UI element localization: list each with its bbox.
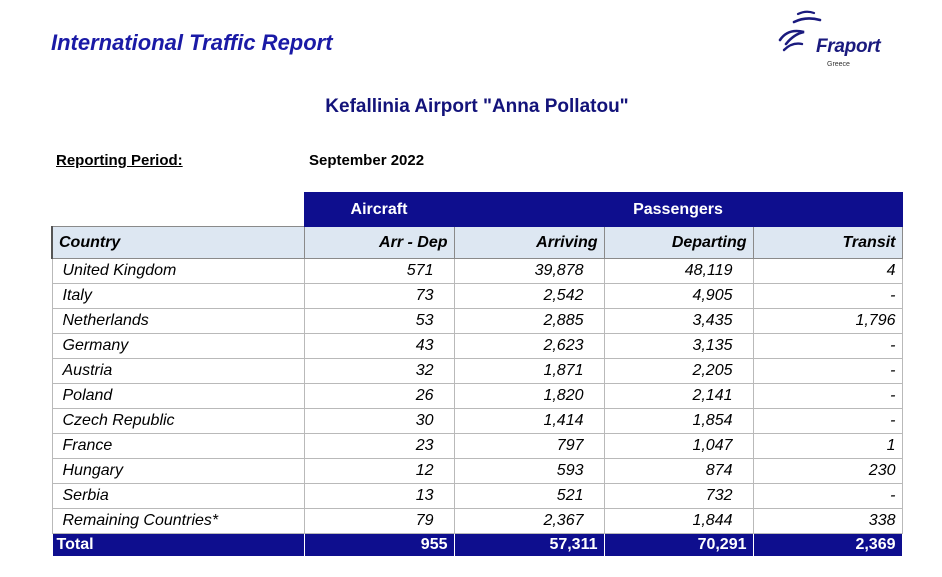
group-header-row: Aircraft Passengers <box>52 192 903 227</box>
cell-transit: 4 <box>752 258 903 284</box>
cell-transit: - <box>752 333 903 359</box>
table-row: Netherlands 53 2,885 3,435 1,796 <box>51 308 903 334</box>
col-header-country: Country <box>51 226 305 259</box>
cell-country: Germany <box>51 333 305 359</box>
cell-arriving: 39,878 <box>453 258 605 284</box>
cell-departing: 4,905 <box>603 283 754 309</box>
cell-country: Hungary <box>51 458 305 484</box>
report-title: International Traffic Report <box>51 30 333 55</box>
cell-transit: - <box>752 483 903 509</box>
total-arr-dep: 955 <box>303 533 455 557</box>
table-row: Czech Republic 30 1,414 1,854- <box>51 408 903 434</box>
cell-arriving: 2,623 <box>453 333 605 359</box>
cell-transit: - <box>752 283 903 309</box>
total-departing: 70,291 <box>603 533 754 557</box>
cell-arr-dep: 79 <box>303 508 455 534</box>
cell-country: United Kingdom <box>51 258 305 284</box>
reporting-period-label: Reporting Period: <box>56 152 183 169</box>
cell-arr-dep: 23 <box>303 433 455 459</box>
cell-arriving: 2,885 <box>453 308 605 334</box>
cell-arriving: 1,871 <box>453 358 605 384</box>
logo-wordmark: Fraport <box>816 36 881 57</box>
col-header-departing: Departing <box>603 226 754 259</box>
cell-arr-dep: 43 <box>303 333 455 359</box>
cell-arr-dep: 53 <box>303 308 455 334</box>
cell-country: Serbia <box>51 483 305 509</box>
cell-country: Italy <box>51 283 305 309</box>
airport-name: Kefallinia Airport "Anna Pollatou" <box>0 96 942 118</box>
table-row: Poland 26 1,820 2,141- <box>51 383 903 409</box>
passengers-group-header: Passengers <box>453 192 903 227</box>
fraport-swoosh-icon <box>778 10 822 52</box>
cell-country: Czech Republic <box>51 408 305 434</box>
cell-departing: 1,844 <box>603 508 754 534</box>
traffic-table: Aircraft Passengers Country Arr - Dep Ar… <box>51 192 903 557</box>
cell-departing: 874 <box>603 458 754 484</box>
total-transit: 2,369 <box>752 533 903 557</box>
cell-arriving: 2,542 <box>453 283 605 309</box>
cell-arriving: 1,820 <box>453 383 605 409</box>
cell-arr-dep: 32 <box>303 358 455 384</box>
reporting-period-value: September 2022 <box>309 152 425 169</box>
cell-arriving: 2,367 <box>453 508 605 534</box>
cell-departing: 2,141 <box>603 383 754 409</box>
col-header-arr-dep: Arr - Dep <box>303 226 455 259</box>
table-row: United Kingdom 571 39,878 48,119 4 <box>51 258 903 284</box>
cell-arr-dep: 13 <box>303 483 455 509</box>
cell-departing: 732 <box>603 483 754 509</box>
cell-arr-dep: 12 <box>303 458 455 484</box>
cell-country: Remaining Countries* <box>51 508 305 534</box>
cell-country: France <box>51 433 305 459</box>
cell-arr-dep: 30 <box>303 408 455 434</box>
logo-subtext: Greece <box>827 61 850 68</box>
cell-arriving: 1,414 <box>453 408 605 434</box>
total-arriving: 57,311 <box>453 533 605 557</box>
table-row: Germany 43 2,623 3,135- <box>51 333 903 359</box>
cell-departing: 48,119 <box>603 258 754 284</box>
cell-arriving: 521 <box>453 483 605 509</box>
cell-transit: 1 <box>752 433 903 459</box>
table-row: Italy 73 2,542 4,905- <box>51 283 903 309</box>
total-label: Total <box>51 533 305 557</box>
col-header-transit: Transit <box>752 226 903 259</box>
cell-country: Netherlands <box>51 308 305 334</box>
group-header-spacer <box>52 192 304 227</box>
fraport-logo: Fraport Greece <box>776 10 906 76</box>
cell-arriving: 593 <box>453 458 605 484</box>
cell-departing: 2,205 <box>603 358 754 384</box>
cell-departing: 3,435 <box>603 308 754 334</box>
table-row: Serbia 13 521 732- <box>51 483 903 509</box>
cell-country: Poland <box>51 383 305 409</box>
cell-transit: - <box>752 358 903 384</box>
table-row: Austria 32 1,871 2,205- <box>51 358 903 384</box>
cell-transit: 338 <box>752 508 903 534</box>
cell-departing: 1,047 <box>603 433 754 459</box>
cell-departing: 3,135 <box>603 333 754 359</box>
table-row: Hungary 12 593 874 230 <box>51 458 903 484</box>
table-row: France 23 797 1,047 1 <box>51 433 903 459</box>
cell-transit: - <box>752 383 903 409</box>
cell-transit: - <box>752 408 903 434</box>
table-row: Remaining Countries* 79 2,367 1,844 338 <box>51 508 903 534</box>
total-row: Total 955 57,311 70,291 2,369 <box>51 533 903 557</box>
cell-arr-dep: 73 <box>303 283 455 309</box>
aircraft-group-header: Aircraft <box>303 192 455 227</box>
col-header-arriving: Arriving <box>453 226 605 259</box>
airport-name-text: Kefallinia Airport "Anna Pollatou" <box>325 96 629 117</box>
cell-country: Austria <box>51 358 305 384</box>
cell-departing: 1,854 <box>603 408 754 434</box>
column-header-row: Country Arr - Dep Arriving Departing Tra… <box>51 226 903 259</box>
cell-transit: 230 <box>752 458 903 484</box>
cell-transit: 1,796 <box>752 308 903 334</box>
cell-arriving: 797 <box>453 433 605 459</box>
cell-arr-dep: 26 <box>303 383 455 409</box>
cell-arr-dep: 571 <box>303 258 455 284</box>
